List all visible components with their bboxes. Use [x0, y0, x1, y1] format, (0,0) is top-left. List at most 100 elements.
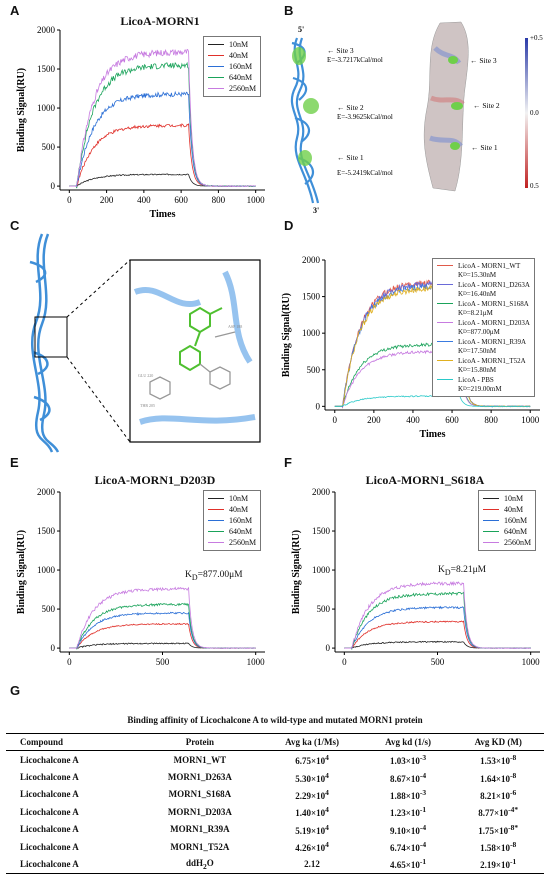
legend-swatch — [437, 341, 453, 343]
series-line-4 — [69, 48, 256, 188]
legend-swatch — [208, 509, 224, 510]
table-title: Binding affinity of Licochalcone A to wi… — [127, 715, 423, 725]
header-ka: Avg ka (1/Ms) — [260, 733, 364, 751]
legend-label: LicoA - MORN1_S168A — [458, 299, 529, 308]
binding-pocket-illustration: ASP 188 GLU 220 THR 205 — [29, 233, 261, 453]
y-tick-label: 2000 — [302, 255, 321, 265]
site2-energy: E=-3.9625kCal/mol — [337, 113, 393, 121]
legend-swatch — [483, 520, 499, 521]
x-tick-label: 400 — [406, 415, 420, 425]
legend-entry: 40nM — [208, 504, 256, 515]
y-tick-label: 1000 — [302, 328, 321, 338]
x-tick-label: 600 — [445, 415, 459, 425]
chart-f-legend: 10nM 40nM 160nM 640nM 2560nM — [478, 490, 537, 551]
legend-entry: 160nM — [208, 515, 256, 526]
legend-swatch — [483, 498, 499, 499]
scale-mid: 0.0 — [530, 109, 539, 117]
series-line-0 — [69, 173, 256, 187]
legend-kd: K D =17.50nM — [458, 347, 497, 356]
x-tick-label: 600 — [174, 195, 188, 205]
site1-label: ← Site 1 — [337, 153, 364, 162]
chart-a: 0 500 1000 1500 2000 0 200 400 600 800 1000 Binding… — [16, 25, 265, 220]
table-row: Licochalcone A MORN1_WT 6.75×104 1.03×10… — [20, 753, 517, 767]
chart-f-kd-annotation: KD=8.21μM — [438, 565, 487, 577]
zoom-box — [34, 316, 68, 358]
series-line-3 — [69, 602, 256, 650]
legend-swatch — [208, 66, 224, 67]
legend-label: 2560nM — [229, 84, 257, 93]
header-compound: Compound — [6, 733, 140, 751]
legend-entry: LicoA - MORN1_S168A — [437, 299, 530, 309]
x-tick-label: 1000 — [247, 657, 266, 667]
legend-label: 640nM — [504, 527, 528, 536]
chart-e-title: LicoA-MORN1_D203D — [94, 473, 216, 487]
legend-swatch — [208, 542, 224, 543]
x-tick-label: 500 — [156, 657, 170, 667]
legend-entry: LicoA - MORN1_T52A — [437, 356, 530, 366]
legend-label: LicoA - MORN1_D203A — [458, 318, 530, 327]
legend-kd: K D =219.00mM — [458, 385, 502, 394]
chart-f-title: LicoA-MORN1_S618A — [365, 473, 485, 487]
legend-label: LicoA - MORN1_T52A — [458, 356, 526, 365]
legend-kd: K D =15.80nM — [458, 366, 497, 375]
legend-swatch — [437, 322, 453, 324]
legend-swatch — [483, 531, 499, 532]
x-tick-label: 1000 — [521, 415, 540, 425]
svg-text:THR 205: THR 205 — [140, 403, 155, 408]
svg-text:ASP 188: ASP 188 — [228, 324, 242, 329]
legend-entry: LicoA - MORN1_D263A — [437, 280, 530, 290]
y-tick-label: 500 — [42, 604, 56, 614]
zoom-line-top — [66, 259, 131, 318]
y-tick-label: 1000 — [37, 565, 56, 575]
legend-swatch — [208, 520, 224, 521]
panel-letter-g: G — [10, 683, 21, 698]
panel-letter-c: C — [10, 218, 20, 233]
y-tick-label: 500 — [307, 365, 321, 375]
y-tick-label: 500 — [317, 604, 331, 614]
chart-a-plot: 0 500 1000 1500 2000 0 200 400 600 800 1000 Binding… — [16, 25, 265, 220]
chart-a-legend: 10nM 40nM 160nM 640nM 2560nM — [203, 36, 262, 97]
series-line-2 — [69, 611, 256, 649]
legend-entry: LicoA - MORN1_D203A — [437, 318, 530, 328]
header-protein: Protein — [139, 733, 261, 751]
table-row: Licochalcone A MORN1_D263A 5.30×104 8.67… — [20, 770, 517, 784]
legend-swatch — [437, 303, 453, 305]
legend-label: 40nM — [504, 505, 524, 514]
docking-sites-illustration: 5' 3' ← Site 3 E=-3.7217kCal/mol ← Site … — [290, 21, 543, 215]
legend-entry: 40nM — [208, 50, 256, 61]
legend-label: 40nM — [229, 505, 249, 514]
y-tick-label: 2000 — [312, 487, 331, 497]
chart-e-plot: 0 500 1000 1500 2000 0 500 1000 Binding Signal(R… — [16, 487, 265, 667]
y-tick-label: 0 — [326, 643, 331, 653]
series-line-1 — [344, 620, 531, 649]
table-row: Licochalcone A ddH2O 2.12 4.65×10-1 2.19… — [6, 855, 544, 874]
legend-kd: K D =8.21μM — [458, 309, 493, 318]
site2-surface-label: ← Site 2 — [473, 101, 500, 110]
y-tick-label: 1500 — [312, 526, 331, 536]
panel-letter-e: E — [10, 455, 19, 470]
legend-entry: LicoA - PBS — [437, 375, 530, 385]
panel-letter-d: D — [284, 218, 294, 233]
zoom-content: ASP 188 GLU 220 THR 205 — [133, 270, 256, 425]
three-prime-label: 3' — [313, 206, 319, 215]
legend-label: 10nM — [229, 40, 249, 49]
site2-ligand — [303, 98, 319, 114]
header-KD: Avg KD (M) — [452, 733, 544, 751]
legend-swatch — [437, 265, 453, 267]
series-line-3 — [69, 61, 256, 189]
legend-swatch — [208, 88, 224, 89]
x-tick-label: 500 — [431, 657, 445, 667]
legend-swatch — [483, 509, 499, 510]
legend-entry: 40nM — [483, 504, 531, 515]
legend-swatch — [208, 498, 224, 499]
chart-f-plot: 0 500 1000 1500 2000 0 500 1000 Binding Signal(R… — [291, 487, 540, 667]
series-line-0 — [69, 642, 256, 649]
legend-entry: 2560nM — [483, 537, 531, 548]
y-tick-label: 500 — [42, 142, 56, 152]
legend-swatch — [208, 55, 224, 56]
legend-entry: 640nM — [483, 526, 531, 537]
legend-swatch — [437, 284, 453, 286]
series-line-6 — [334, 395, 531, 407]
site3-ligand — [292, 47, 306, 65]
chart-a-title: LicoA-MORN1 — [120, 14, 200, 28]
